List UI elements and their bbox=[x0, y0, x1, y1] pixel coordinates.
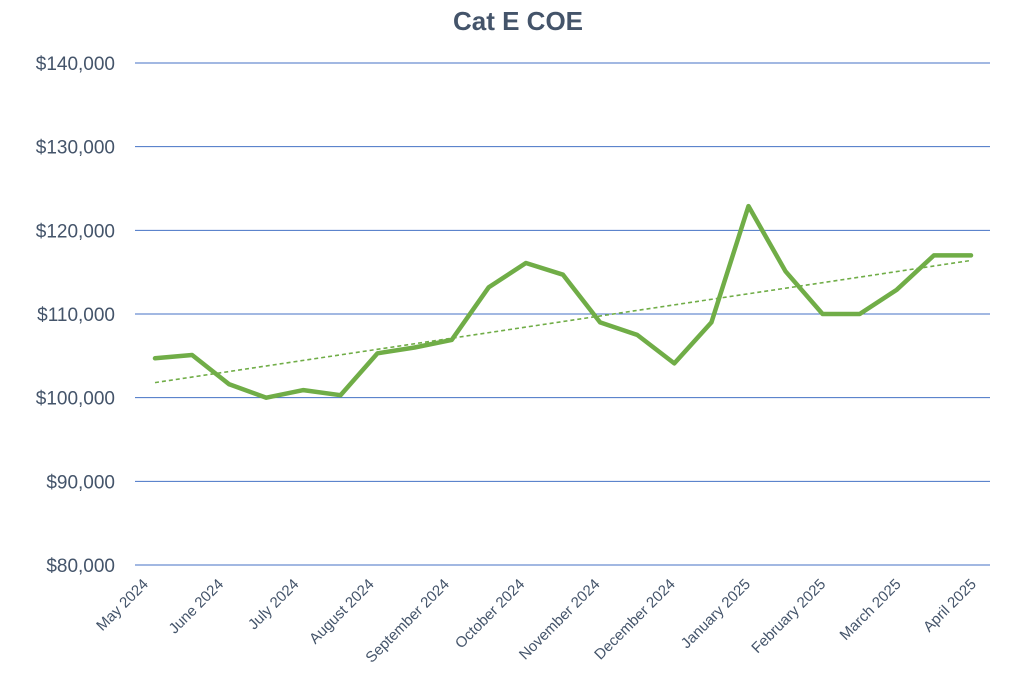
x-tick-label: May 2024 bbox=[93, 576, 152, 635]
trendline bbox=[154, 259, 972, 384]
x-tick-label: November 2024 bbox=[516, 576, 603, 663]
y-tick-label: $80,000 bbox=[46, 556, 115, 577]
y-tick-label: $110,000 bbox=[37, 305, 115, 326]
y-tick-label: $100,000 bbox=[36, 389, 115, 410]
x-tick-label: October 2024 bbox=[452, 576, 528, 652]
series-line bbox=[152, 203, 974, 400]
y-tick-label: $140,000 bbox=[36, 54, 115, 75]
x-tick-label: January 2025 bbox=[678, 576, 754, 652]
x-tick-label: March 2025 bbox=[837, 576, 905, 644]
x-tick-label: July 2024 bbox=[245, 576, 302, 633]
x-tick-label: June 2024 bbox=[166, 576, 228, 638]
y-tick-label: $90,000 bbox=[46, 472, 115, 493]
x-tick-label: August 2024 bbox=[306, 576, 378, 648]
chart-title: Cat E COE bbox=[452, 6, 584, 36]
x-tick-label: December 2024 bbox=[591, 576, 678, 663]
y-tick-label: $120,000 bbox=[36, 221, 115, 242]
x-tick-label: February 2025 bbox=[748, 576, 829, 657]
y-tick-label: $130,000 bbox=[36, 138, 115, 159]
x-tick-label: April 2025 bbox=[920, 576, 980, 636]
